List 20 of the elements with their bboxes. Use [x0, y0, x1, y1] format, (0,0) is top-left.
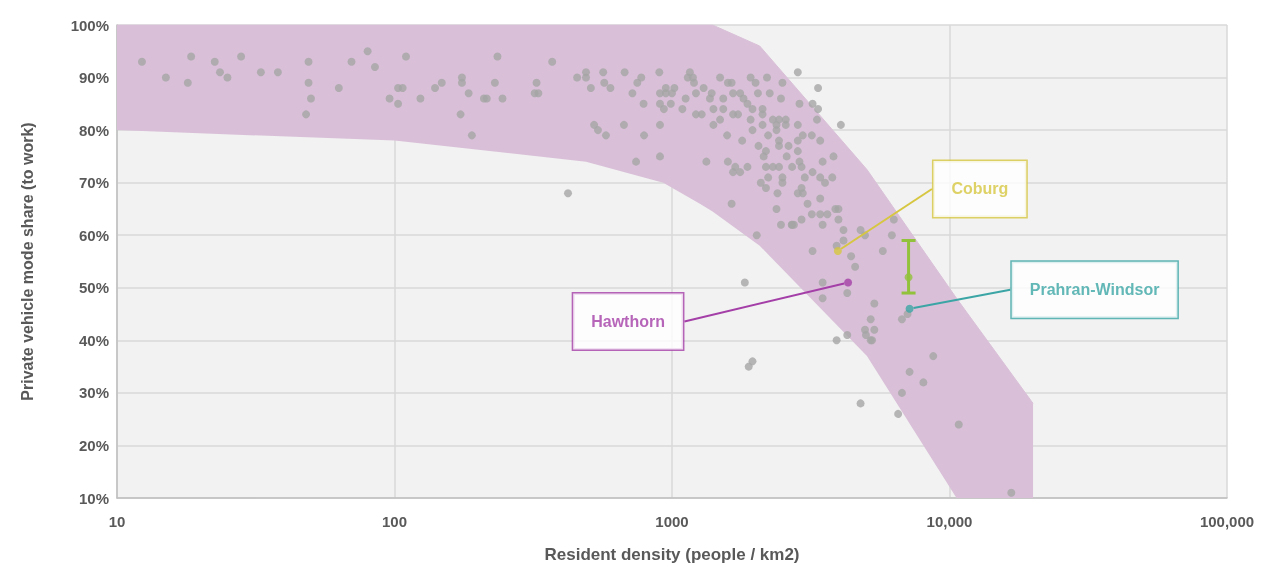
y-tick-label: 90% — [78, 69, 109, 87]
annotation: Coburg — [951, 180, 1009, 198]
y-tick-label: 70% — [78, 174, 109, 192]
y-tick-label: 80% — [78, 121, 109, 139]
x-tick-label: 1000 — [655, 513, 689, 530]
x-tick-label: 100 — [381, 513, 408, 530]
x-axis-title: Resident density (people / km2) — [544, 545, 800, 564]
x-tick-label: 100,000 — [1199, 513, 1255, 530]
y-tick-label: 40% — [78, 331, 109, 349]
x-tick-label: 10,000 — [926, 513, 973, 530]
annotation: Prahran-Windsor — [1029, 281, 1160, 299]
y-tick-label: 10% — [78, 489, 109, 507]
annotation: Hawthorn — [591, 313, 665, 331]
y-tick-label: 60% — [78, 226, 109, 244]
y-tick-label: 50% — [78, 279, 109, 297]
y-tick-label: 30% — [78, 384, 109, 402]
y-tick-label: 20% — [78, 436, 109, 454]
y-tick-label: 100% — [70, 16, 109, 34]
x-tick-label: 10 — [108, 513, 126, 530]
y-axis-title: Private vehicle mode share (to work) — [18, 122, 36, 401]
